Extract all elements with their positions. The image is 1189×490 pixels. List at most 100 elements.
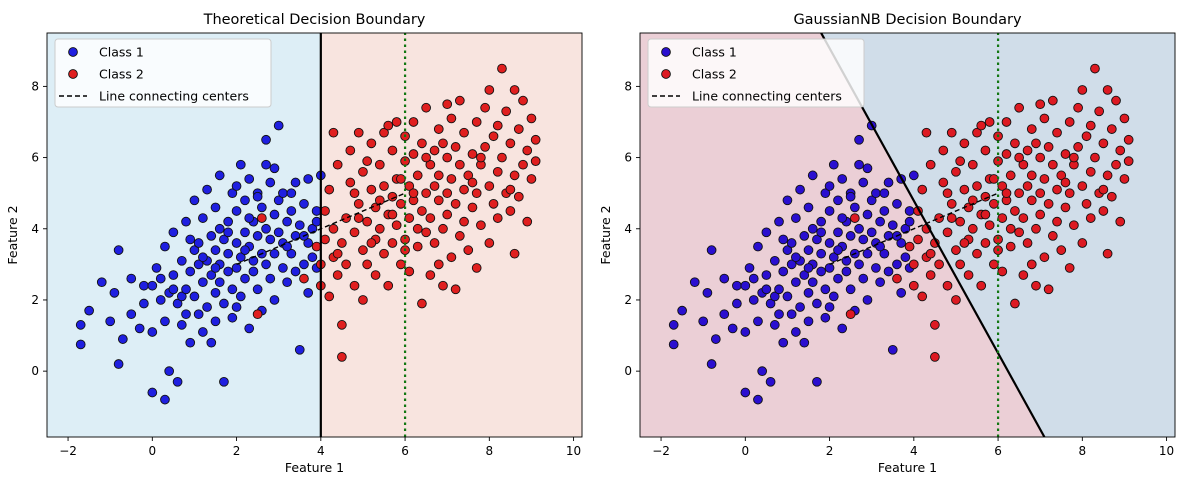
class-2-point xyxy=(1026,124,1037,134)
class-1-point xyxy=(791,213,801,223)
class-2-point xyxy=(412,170,423,181)
class-2-point xyxy=(1115,216,1126,227)
class-1-point xyxy=(887,344,898,355)
class-1-region xyxy=(47,33,321,437)
class-1-point xyxy=(824,206,835,216)
class-2-point xyxy=(425,159,436,170)
class-1-point xyxy=(269,209,280,220)
class-1-point xyxy=(269,295,280,305)
class-1-point xyxy=(765,298,776,309)
class-1-point xyxy=(172,376,183,387)
class-2-point xyxy=(951,245,961,255)
class-2-point xyxy=(450,199,461,209)
class-2-point xyxy=(513,191,524,202)
class-1-point xyxy=(769,320,780,330)
class-2-point xyxy=(332,159,343,170)
class-1-point xyxy=(727,323,738,334)
legend-label: Line connecting centers xyxy=(99,89,249,104)
class-1-point xyxy=(668,320,679,330)
class-1-point xyxy=(155,295,166,305)
class-1-point xyxy=(282,216,292,227)
class-1-point xyxy=(908,170,919,181)
class-2-point xyxy=(501,106,512,117)
class-2-point xyxy=(1031,223,1041,234)
class-1-point xyxy=(256,202,267,213)
class-1-point xyxy=(904,206,915,216)
class-1-point xyxy=(206,231,217,241)
class-1-point xyxy=(147,327,158,337)
class-1-point xyxy=(816,227,826,238)
class-2-point xyxy=(433,195,444,206)
class-1-point xyxy=(812,234,822,245)
class-2-point xyxy=(1022,238,1033,248)
class-1-point xyxy=(286,188,297,199)
class-2-point xyxy=(1031,138,1041,149)
class-2-point xyxy=(1064,117,1075,127)
class-1-point xyxy=(845,191,856,202)
class-2-point xyxy=(358,245,368,255)
class-1-point xyxy=(265,177,276,188)
class-1-point xyxy=(294,220,305,231)
class-1-point xyxy=(833,273,843,284)
class-2-point xyxy=(989,174,999,184)
class-1-point xyxy=(307,252,318,263)
legend-label: Line connecting centers xyxy=(692,89,842,104)
class-1-point xyxy=(761,227,772,238)
class-2-point xyxy=(942,280,953,291)
class-1-point xyxy=(748,295,759,305)
class-1-point xyxy=(883,266,894,277)
class-2-point xyxy=(1102,85,1113,95)
class-1-point xyxy=(791,252,801,263)
legend: Class 1 Class 2 Line connecting centers xyxy=(54,38,272,108)
class-2-point xyxy=(433,124,444,134)
class-2-point xyxy=(442,99,453,110)
class-1-point xyxy=(698,316,709,327)
class-1-point xyxy=(887,220,898,231)
class-1-point xyxy=(677,305,687,316)
class-2-point xyxy=(938,177,949,188)
class-1-point xyxy=(778,337,789,348)
y-tick-label: 8 xyxy=(624,79,632,93)
class-1-point xyxy=(139,298,149,309)
class-1-point xyxy=(740,327,751,337)
class-2-point xyxy=(959,238,970,248)
class-1-point xyxy=(710,334,721,344)
class-2-point xyxy=(1077,238,1088,248)
class-1-point xyxy=(828,291,839,302)
class-2-point xyxy=(459,216,469,227)
class-2-point xyxy=(421,102,431,113)
y-tick-label: 0 xyxy=(624,364,632,378)
class-1-point xyxy=(185,234,196,245)
class-2-point xyxy=(976,280,987,291)
class-1-point xyxy=(871,263,881,273)
class-2-point xyxy=(1014,227,1024,238)
class-2-point xyxy=(955,156,966,166)
class-2-point xyxy=(1043,142,1054,152)
class-1-point xyxy=(181,284,191,295)
class-2-point xyxy=(989,199,999,209)
class-1-point xyxy=(841,255,852,266)
class-2-point xyxy=(526,174,537,184)
class-2-point xyxy=(917,291,928,302)
class-2-point xyxy=(993,156,1003,166)
class-2-point xyxy=(930,352,940,362)
class-1-point xyxy=(740,387,751,398)
class-2-point xyxy=(404,213,415,223)
class-1-point xyxy=(782,195,793,206)
class-1-point xyxy=(879,188,890,199)
class-1-point xyxy=(210,287,221,298)
class-2-point xyxy=(311,241,322,252)
class-2-point xyxy=(1085,213,1096,223)
class-2-point xyxy=(509,170,520,181)
class-1-point xyxy=(765,376,776,387)
class-2-point xyxy=(925,270,936,280)
class-1-point xyxy=(223,248,233,259)
class-1-point xyxy=(185,266,196,277)
class-2-point xyxy=(1001,149,1012,159)
class-2-point xyxy=(488,131,499,142)
class-2-point xyxy=(1073,102,1083,113)
class-2-point xyxy=(484,238,495,248)
x-tick-label: 10 xyxy=(566,444,581,458)
class-2-point xyxy=(341,259,351,270)
class-1-point xyxy=(193,259,204,270)
